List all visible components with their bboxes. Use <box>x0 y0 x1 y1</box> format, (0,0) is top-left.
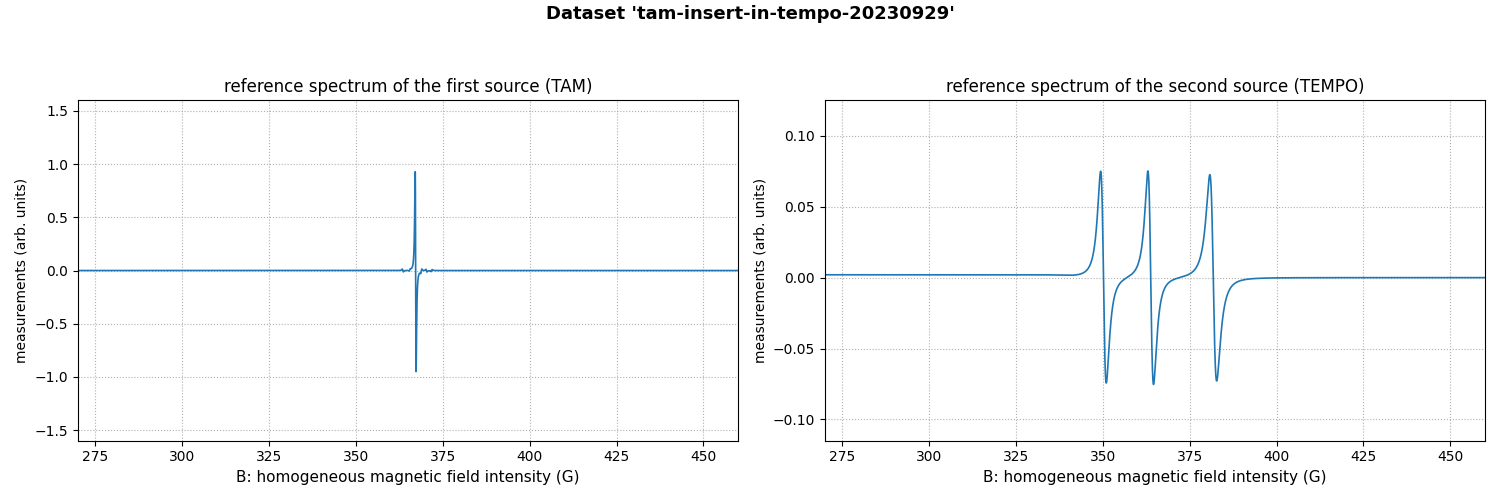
Text: Dataset 'tam-insert-in-tempo-20230929': Dataset 'tam-insert-in-tempo-20230929' <box>546 5 954 23</box>
X-axis label: B: homogeneous magnetic field intensity (G): B: homogeneous magnetic field intensity … <box>982 470 1326 485</box>
Title: reference spectrum of the second source (TEMPO): reference spectrum of the second source … <box>945 78 1364 96</box>
Y-axis label: measurements (arb. units): measurements (arb. units) <box>15 178 28 363</box>
X-axis label: B: homogeneous magnetic field intensity (G): B: homogeneous magnetic field intensity … <box>237 470 580 485</box>
Y-axis label: measurements (arb. units): measurements (arb. units) <box>753 178 766 363</box>
Title: reference spectrum of the first source (TAM): reference spectrum of the first source (… <box>224 78 592 96</box>
